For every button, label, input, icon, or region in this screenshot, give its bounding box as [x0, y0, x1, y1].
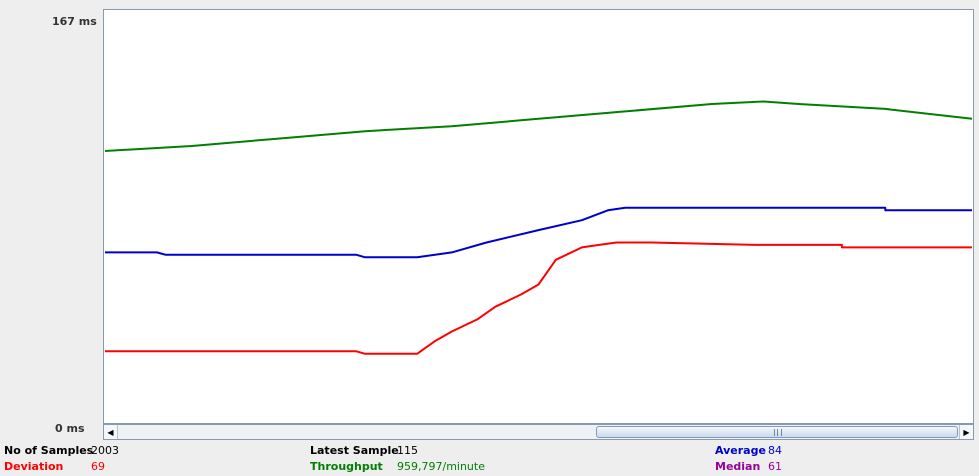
- y-axis-min-label: 0 ms: [55, 422, 85, 435]
- stat-latest: Latest Sample 115: [310, 444, 418, 457]
- throughput-line: [104, 100, 973, 152]
- graph-canvas: [104, 100, 973, 355]
- y-axis-max-label: 167 ms: [52, 15, 97, 28]
- stat-samples: No of Samples 2003: [4, 444, 119, 457]
- scroll-left-button[interactable]: ◀: [104, 425, 118, 439]
- average-value: 84: [768, 444, 782, 457]
- scroll-right-button[interactable]: ▶: [959, 425, 973, 439]
- median-label: Median: [715, 460, 761, 473]
- response-time-graph: [103, 9, 974, 424]
- average-line: [105, 206, 972, 259]
- latest-label: Latest Sample: [310, 444, 399, 457]
- throughput-value: 959,797/minute: [397, 460, 485, 473]
- scrollbar-thumb[interactable]: [596, 426, 958, 438]
- deviation-label: Deviation: [4, 460, 64, 473]
- horizontal-scrollbar[interactable]: ◀ ▶: [103, 424, 974, 440]
- grip-icon: [774, 429, 782, 436]
- stat-median: Median 61: [715, 460, 782, 473]
- stat-average: Average 84: [715, 444, 782, 457]
- average-label: Average: [715, 444, 766, 457]
- median-value: 61: [768, 460, 782, 473]
- stat-throughput: Throughput 959,797/minute: [310, 460, 485, 473]
- samples-value: 2003: [91, 444, 119, 457]
- latest-value: 115: [397, 444, 418, 457]
- samples-label: No of Samples: [4, 444, 94, 457]
- deviation-line: [105, 241, 972, 355]
- arrow-left-icon: ◀: [107, 427, 114, 437]
- throughput-label: Throughput: [310, 460, 383, 473]
- stat-deviation: Deviation 69: [4, 460, 105, 473]
- arrow-right-icon: ▶: [963, 427, 970, 437]
- deviation-value: 69: [91, 460, 105, 473]
